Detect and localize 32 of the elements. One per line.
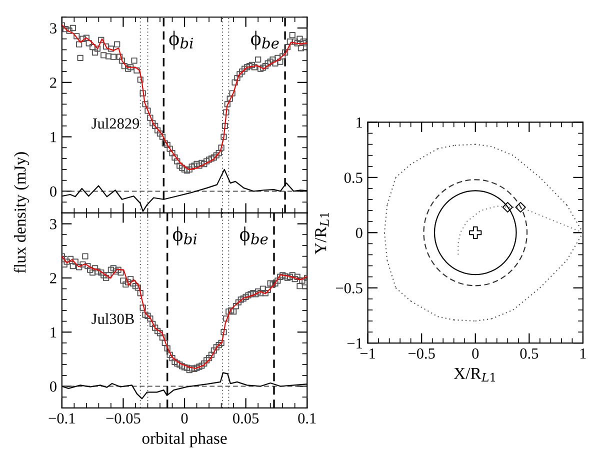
x-tick-label: 0.5 [520, 348, 538, 359]
x-tick-label: 0.05 [233, 413, 259, 424]
y-tick-label: −0.5 [336, 283, 362, 294]
ref-line-label: ϕ$_{bi}$ [172, 226, 197, 246]
ref-line-label: ϕ$_{be}$ [240, 226, 268, 246]
y-tick-label: 0 [50, 381, 56, 392]
y-tick-label: 1 [50, 327, 56, 338]
x-tick-label: −0.5 [408, 348, 435, 359]
y-axis-title: Y/R$_{L1}$ [315, 213, 329, 254]
x-axis-title: orbital phase [142, 432, 227, 448]
y-tick-label: 2 [50, 78, 56, 88]
y-tick-label: 3 [50, 23, 56, 34]
y-tick-label: 3 [50, 218, 56, 230]
y-tick-label: 2 [50, 273, 56, 284]
x-tick-label: 0 [472, 348, 479, 359]
y-axis-title: flux density (mJy) [14, 152, 30, 274]
y-tick-label: 0 [356, 228, 362, 238]
y-tick-label: 1 [50, 132, 56, 142]
ref-line-label: ϕ$_{bi}$ [169, 30, 194, 50]
y-tick-label: 0 [50, 186, 56, 197]
y-tick-label: 0.5 [344, 172, 362, 183]
annotation: Jul30B [92, 313, 134, 324]
x-tick-label: 0.1 [298, 413, 316, 424]
x-tick-label: 0 [181, 413, 188, 424]
x-tick-label: −0.1 [48, 413, 75, 424]
x-tick-label: −0.05 [106, 413, 140, 424]
x-tick-label: 1 [580, 348, 586, 359]
y-tick-label: 1 [356, 117, 362, 128]
y-tick-label: −1 [347, 338, 362, 348]
ref-line-label: ϕ$_{be}$ [251, 30, 279, 50]
annotation: Jul2829 [92, 118, 140, 129]
x-axis-title: X/R$_{L1}$ [454, 368, 495, 382]
